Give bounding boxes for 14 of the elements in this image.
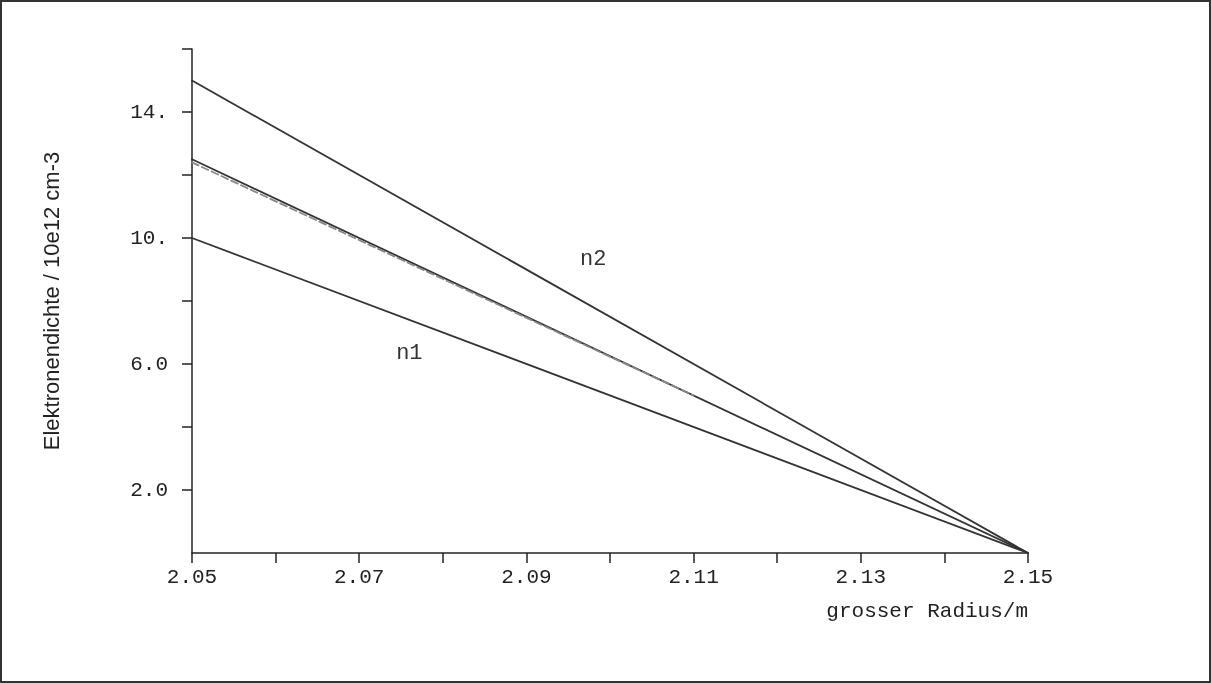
x-axis-title: grosser Radius/m: [826, 600, 1028, 623]
y-axis-title: Elektronendichte / 10e12 cm-3: [38, 151, 64, 451]
y-tick-label: 6.0: [130, 352, 168, 376]
x-tick-label: 2.05: [166, 566, 218, 589]
series-label: n2: [580, 246, 607, 272]
y-tick-label: 2.0: [130, 478, 168, 502]
y-tick-label: 14.: [130, 100, 168, 124]
x-tick-label: 2.11: [668, 566, 719, 589]
x-tick-label: 2.13: [835, 566, 887, 589]
x-tick-label: 2.09: [501, 566, 552, 589]
x-tick-label: 2.07: [333, 566, 385, 589]
x-tick-label: 2.15: [1002, 566, 1054, 589]
series-label: n1: [396, 341, 423, 367]
y-tick-label: 10.: [130, 226, 168, 250]
